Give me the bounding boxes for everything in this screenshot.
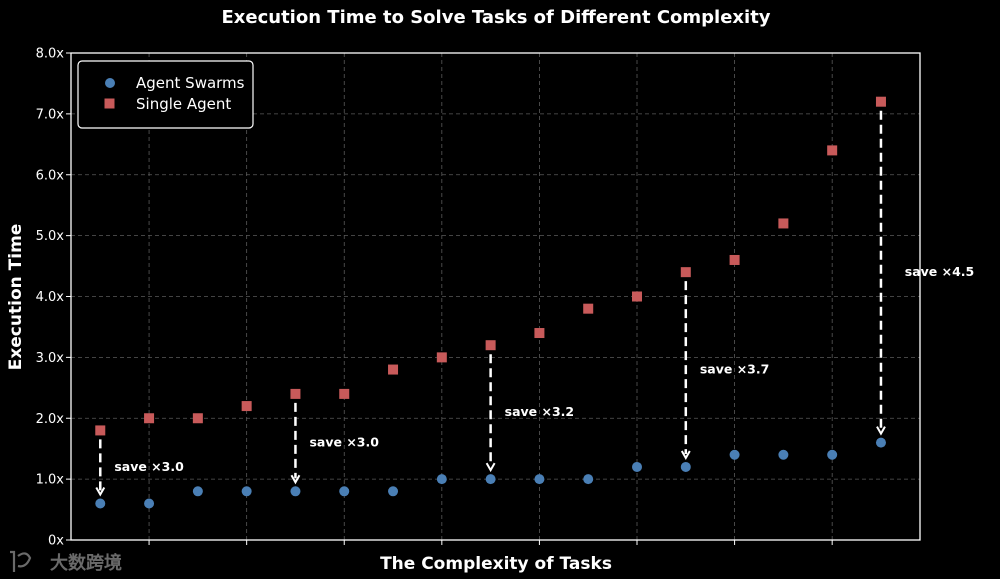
point-single-agent xyxy=(241,401,252,412)
watermark-text: 大数跨境 xyxy=(50,552,122,574)
data-points xyxy=(95,96,886,509)
point-single-agent xyxy=(534,328,545,339)
point-agent-swarms xyxy=(680,461,691,472)
chart-title: Execution Time to Solve Tasks of Differe… xyxy=(221,7,770,28)
y-tick-label: 1.0x xyxy=(36,473,65,488)
y-tick-label: 0x xyxy=(48,534,64,549)
point-single-agent xyxy=(485,340,496,351)
point-single-agent xyxy=(436,352,447,363)
point-agent-swarms xyxy=(583,474,594,485)
point-single-agent xyxy=(827,145,838,156)
point-agent-swarms xyxy=(632,461,642,472)
point-single-agent xyxy=(778,218,789,229)
y-tick-label: 6.0x xyxy=(36,168,65,183)
watermark: 大数跨境 xyxy=(10,550,122,574)
legend-label-agent-swarms: Agent Swarms xyxy=(136,74,245,92)
point-agent-swarms xyxy=(827,449,838,460)
legend: Agent Swarms Single Agent xyxy=(77,60,254,129)
legend-label-single-agent: Single Agent xyxy=(136,95,231,113)
y-tick-label: 4.0x xyxy=(36,290,65,305)
y-tick-label: 2.0x xyxy=(36,412,65,427)
point-single-agent xyxy=(144,413,155,424)
point-agent-swarms xyxy=(534,474,545,485)
point-single-agent xyxy=(339,388,350,399)
point-agent-swarms xyxy=(192,486,203,497)
y-tick-label: 5.0x xyxy=(36,229,65,244)
point-agent-swarms xyxy=(95,498,106,509)
point-agent-swarms xyxy=(241,486,252,497)
point-agent-swarms xyxy=(290,486,301,497)
point-agent-swarms xyxy=(875,437,886,448)
point-agent-swarms xyxy=(729,449,740,460)
point-agent-swarms xyxy=(436,474,447,485)
save-annotation-label: save ×3.0 xyxy=(309,435,379,450)
save-annotation-label: save ×3.2 xyxy=(505,404,574,419)
x-axis-ticks xyxy=(148,540,833,545)
watermark-logo-icon xyxy=(10,550,32,572)
save-annotation-label: save ×4.5 xyxy=(905,264,974,279)
x-axis-label: The Complexity of Tasks xyxy=(380,554,612,574)
y-tick-label: 8.0x xyxy=(36,47,65,62)
save-annotation-label: save ×3.0 xyxy=(114,459,184,474)
save-arrow-head xyxy=(290,474,301,485)
save-arrow-head xyxy=(680,450,691,460)
point-agent-swarms xyxy=(778,449,789,460)
y-axis-ticks: 0x 1.0x 2.0x 3.0x 4.0x 5.0x 6.0x 7.0x 8.0x xyxy=(36,47,71,549)
point-single-agent xyxy=(875,96,886,107)
y-tick-label: 3.0x xyxy=(36,351,65,366)
save-arrow-head xyxy=(876,426,886,436)
save-arrow-head xyxy=(95,486,106,497)
point-single-agent xyxy=(729,254,740,265)
point-single-agent xyxy=(192,413,203,424)
save-arrow-head xyxy=(485,462,496,473)
point-agent-swarms xyxy=(339,486,350,497)
legend-marker-single-agent xyxy=(104,98,115,109)
point-single-agent xyxy=(680,267,691,278)
point-single-agent xyxy=(632,291,642,302)
point-single-agent xyxy=(95,425,106,436)
save-annotations: save ×3.0 save ×3.0 save ×3.2 save ×3.7 save… xyxy=(95,110,974,497)
point-agent-swarms xyxy=(388,486,399,497)
legend-marker-agent-swarms xyxy=(105,78,115,88)
legend-box xyxy=(77,60,254,129)
save-annotation-label: save ×3.7 xyxy=(700,362,769,377)
point-single-agent xyxy=(583,303,594,314)
point-single-agent xyxy=(290,388,301,399)
y-tick-label: 7.0x xyxy=(36,107,65,122)
point-agent-swarms xyxy=(144,498,155,509)
point-single-agent xyxy=(388,364,399,375)
y-axis-label: Execution Time xyxy=(6,224,26,371)
point-agent-swarms xyxy=(485,474,496,485)
